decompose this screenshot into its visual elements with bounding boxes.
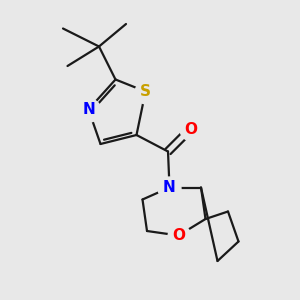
Text: N: N — [163, 180, 176, 195]
Text: O: O — [184, 122, 197, 136]
Text: O: O — [172, 228, 185, 243]
Text: S: S — [140, 84, 151, 99]
Text: N: N — [82, 102, 95, 117]
